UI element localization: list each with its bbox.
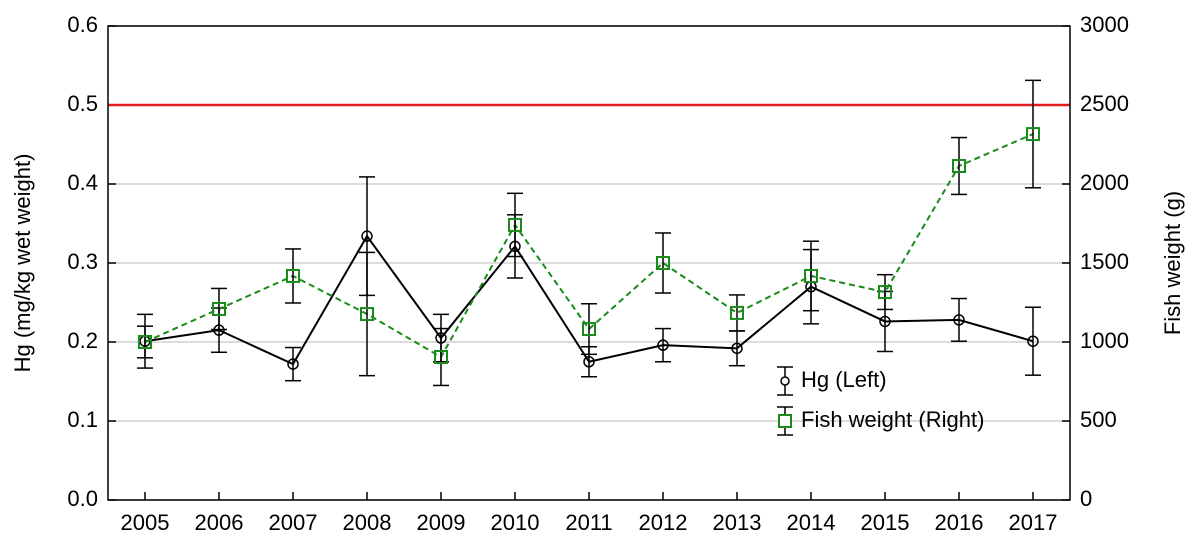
- x-tick-label: 2015: [861, 510, 910, 535]
- x-tick-label: 2011: [565, 510, 612, 535]
- y-tick-label: 0.3: [67, 249, 98, 274]
- marker: [804, 268, 818, 283]
- x-tick-label: 2014: [787, 510, 836, 535]
- y2-tick-label: 1000: [1080, 328, 1129, 353]
- y2-tick-label: 2000: [1080, 170, 1129, 195]
- y2-axis-label: Fish weight (g): [1160, 191, 1185, 335]
- marker: [656, 256, 670, 270]
- error-bar: [877, 273, 893, 311]
- y2-tick-label: 3000: [1080, 12, 1129, 37]
- error-bar: [211, 287, 227, 331]
- x-tick-label: 2009: [417, 510, 466, 535]
- x-tick-label: 2008: [343, 510, 392, 535]
- y-tick-label: 0.0: [67, 486, 98, 511]
- marker: [582, 322, 596, 337]
- marker: [1026, 127, 1040, 142]
- marker: [583, 356, 595, 368]
- marker: [878, 285, 892, 300]
- legend-marker: [778, 414, 792, 428]
- error-bar: [285, 346, 301, 382]
- marker: [731, 342, 743, 355]
- legend-label: Hg (Left): [801, 367, 887, 392]
- error-bar: [951, 136, 967, 196]
- x-tick-label: 2007: [269, 510, 318, 535]
- marker: [1027, 335, 1039, 347]
- x-tick-label: 2010: [491, 510, 540, 535]
- error-bar: [507, 192, 523, 258]
- y-tick-label: 0.4: [67, 170, 98, 195]
- error-bar: [581, 303, 597, 356]
- error-bar: [729, 294, 745, 332]
- y2-tick-label: 1500: [1080, 249, 1129, 274]
- y2-tick-label: 500: [1080, 407, 1117, 432]
- error-bar: [359, 251, 375, 377]
- legend-marker: [780, 376, 790, 386]
- error-bar: [1025, 79, 1041, 189]
- error-bar: [1025, 306, 1041, 376]
- x-tick-label: 2005: [121, 510, 170, 535]
- y-tick-label: 0.5: [67, 91, 98, 116]
- marker: [286, 268, 300, 283]
- legend-label: Fish weight (Right): [801, 407, 984, 432]
- y-tick-label: 0.2: [67, 328, 98, 353]
- error-bar: [803, 240, 819, 312]
- x-tick-label: 2006: [195, 510, 244, 535]
- y-axis-label: Hg (mg/kg wet weight): [10, 154, 35, 373]
- error-bar: [655, 232, 671, 294]
- x-tick-label: 2016: [935, 510, 984, 535]
- error-bar: [655, 327, 671, 363]
- y2-tick-label: 2500: [1080, 91, 1129, 116]
- error-bar: [285, 248, 301, 304]
- marker: [952, 158, 966, 173]
- marker: [508, 217, 522, 232]
- marker: [138, 335, 152, 349]
- error-bar: [951, 297, 967, 342]
- marker: [361, 230, 373, 242]
- marker: [953, 314, 965, 326]
- error-bar: [137, 325, 153, 359]
- marker: [434, 350, 448, 365]
- y2-tick-label: 0: [1080, 486, 1092, 511]
- y-tick-label: 0.1: [67, 407, 98, 432]
- error-bar: [433, 327, 449, 387]
- marker: [879, 315, 891, 328]
- x-tick-label: 2012: [639, 510, 688, 535]
- marker: [212, 301, 226, 316]
- plot-frame: [107, 25, 1071, 501]
- y-tick-label: 0.6: [67, 12, 98, 37]
- marker: [730, 305, 744, 320]
- marker: [287, 358, 299, 370]
- marker: [657, 339, 669, 351]
- marker: [360, 307, 374, 322]
- x-tick-label: 2017: [1009, 510, 1058, 535]
- x-tick-label: 2013: [713, 510, 762, 535]
